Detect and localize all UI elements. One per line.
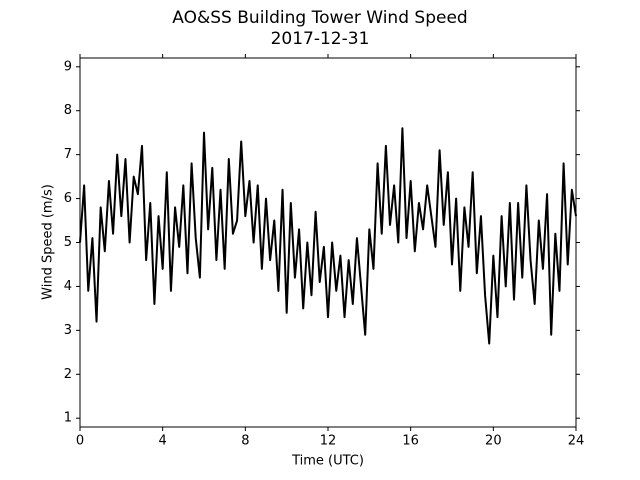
x-tick-label: 12 — [320, 434, 337, 449]
y-tick-label: 6 — [64, 191, 72, 206]
x-tick-label: 8 — [241, 434, 249, 449]
x-tick-label: 24 — [568, 434, 585, 449]
y-tick-label: 2 — [64, 367, 72, 382]
chart-title: AO&SS Building Tower Wind Speed — [172, 8, 467, 28]
x-tick-label: 16 — [402, 434, 419, 449]
y-tick-label: 1 — [64, 411, 72, 426]
wind-speed-line — [79, 127, 577, 345]
y-tick-label: 5 — [64, 235, 72, 250]
chart-subtitle: 2017-12-31 — [271, 29, 370, 49]
plot-frame — [79, 57, 577, 428]
y-axis-label: Wind Speed (m/s) — [41, 184, 56, 300]
y-tick-label: 7 — [64, 147, 72, 162]
x-tick-label: 0 — [76, 434, 84, 449]
x-tick-label: 4 — [159, 434, 167, 449]
x-axis-label: Time (UTC) — [291, 454, 364, 469]
x-tick-label: 20 — [485, 434, 502, 449]
y-tick-label: 3 — [64, 323, 72, 338]
y-tick-label: 9 — [64, 59, 72, 74]
y-tick-label: 4 — [64, 279, 72, 294]
y-tick-label: 8 — [64, 103, 72, 118]
